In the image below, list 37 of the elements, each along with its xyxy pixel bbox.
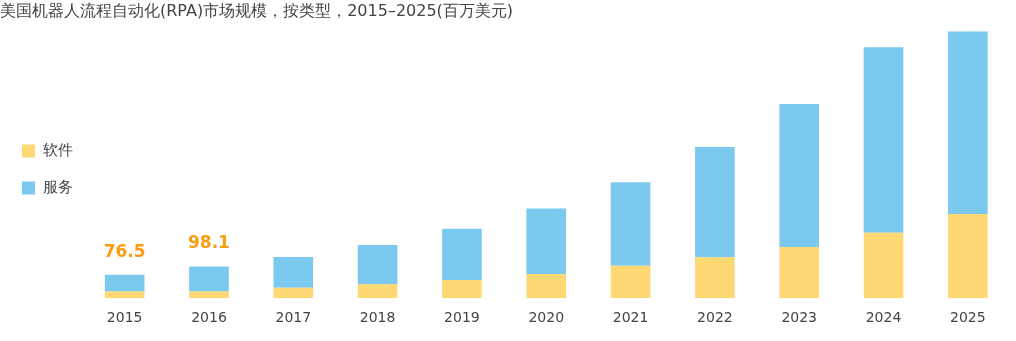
legend-label: 软件: [42, 140, 73, 159]
x-tick-label: 2015: [106, 309, 143, 326]
x-tick-label: 2019: [444, 309, 480, 326]
bar: [442, 228, 482, 281]
x-tick-label: 2020: [528, 309, 565, 326]
bar: [189, 266, 229, 292]
bar: [948, 214, 988, 299]
bar: [863, 232, 904, 299]
bar: [189, 291, 229, 299]
bar: [863, 47, 904, 233]
bar: [695, 147, 735, 258]
x-tick-label: 2024: [865, 309, 902, 326]
bar: [610, 182, 651, 266]
bar: [526, 273, 567, 299]
bar: [526, 208, 567, 274]
annotation: 76.5: [103, 240, 146, 261]
x-tick-label: 2021: [612, 309, 649, 326]
bar: [357, 284, 398, 299]
x-tick-label: 2025: [950, 309, 986, 326]
chart-title: 美国机器人流程自动化(RPA)市场规模，按类型，2015–2025(百万美元): [0, 0, 514, 20]
bar: [779, 104, 820, 247]
bar: [695, 257, 735, 299]
bar: [104, 274, 145, 292]
x-tick-label: 2016: [191, 309, 227, 326]
legend-label: 服务: [42, 177, 73, 196]
bar: [610, 265, 651, 299]
annotation: 98.1: [188, 232, 230, 253]
x-tick-label: 2017: [275, 309, 312, 326]
bar: [273, 287, 314, 299]
x-tick-label: 2023: [781, 309, 818, 326]
bar: [357, 245, 398, 285]
x-tick-label: 2022: [697, 309, 733, 326]
x-tick-label: 2018: [359, 309, 396, 326]
bar: [948, 31, 988, 215]
bar: [273, 257, 314, 288]
bar: [442, 280, 482, 299]
bar: [779, 246, 820, 299]
